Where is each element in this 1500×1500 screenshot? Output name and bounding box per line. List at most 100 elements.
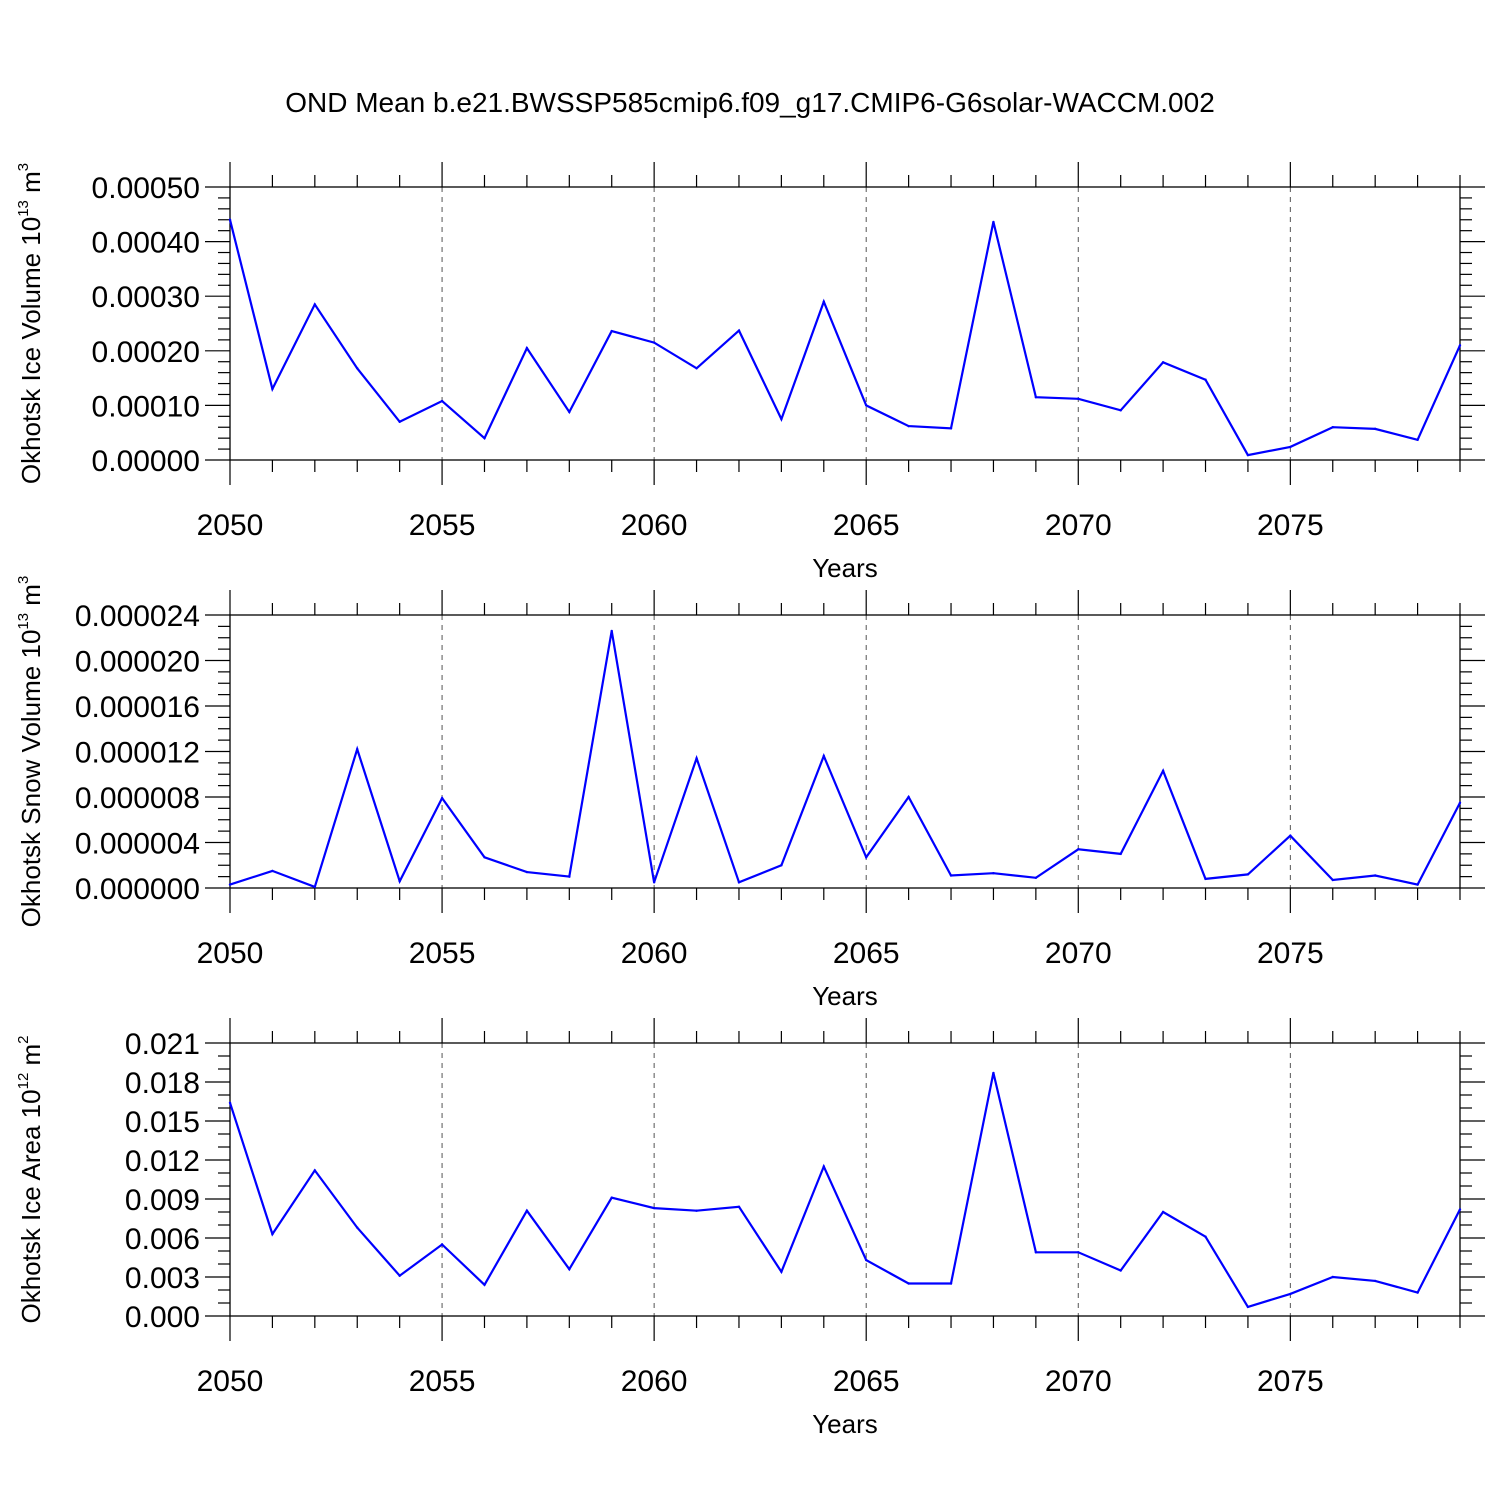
y-tick-label: 0.009 bbox=[125, 1184, 200, 1217]
y-tick-label: 0.018 bbox=[125, 1067, 200, 1100]
y-axis-label-unit-exponent: 2 bbox=[15, 1035, 32, 1043]
data-point bbox=[483, 436, 486, 440]
data-point bbox=[1246, 453, 1250, 457]
data-point bbox=[313, 885, 317, 889]
data-point bbox=[356, 748, 359, 751]
data-point bbox=[1119, 409, 1122, 412]
plot-frame bbox=[229, 1042, 1461, 1317]
series-line bbox=[228, 219, 1462, 457]
x-tick-label: 2070 bbox=[1045, 1365, 1112, 1398]
data-point bbox=[1373, 874, 1377, 877]
data-point bbox=[1416, 1291, 1419, 1294]
data-point bbox=[1246, 1305, 1250, 1309]
data-point bbox=[949, 427, 953, 430]
y-tick-label: 0.00050 bbox=[92, 172, 200, 205]
x-tick-label: 2065 bbox=[833, 1365, 900, 1398]
y-axis-label-text: Okhotsk Ice Volume 10 bbox=[16, 217, 46, 484]
data-point bbox=[737, 329, 741, 332]
data-point bbox=[525, 870, 529, 874]
data-point bbox=[356, 1226, 359, 1229]
y-axis-label-unit-exponent: 3 bbox=[15, 163, 32, 171]
y-tick-label: 0.012 bbox=[125, 1145, 200, 1178]
y-tick-label: 0.00030 bbox=[92, 281, 200, 314]
data-point bbox=[737, 881, 741, 884]
y-tick-label: 0.000008 bbox=[75, 782, 200, 815]
data-point bbox=[398, 1274, 401, 1277]
y-axis-label: Okhotsk Snow Volume 1013 m3 bbox=[15, 576, 46, 928]
data-point bbox=[992, 1071, 995, 1075]
chart-title: OND Mean b.e21.BWSSP585cmip6.f09_g17.CMI… bbox=[285, 87, 1215, 118]
data-point bbox=[356, 367, 359, 370]
data-point bbox=[610, 329, 613, 333]
data-point bbox=[1204, 877, 1207, 881]
y-tick-label: 0.000016 bbox=[75, 691, 200, 724]
chart-panel-1: 2050 2055 2060 2065 2070 2075 0.00000 0.00010 0.… bbox=[15, 162, 1485, 583]
data-point bbox=[271, 869, 274, 873]
data-point bbox=[398, 420, 401, 423]
data-point bbox=[695, 1209, 698, 1212]
data-point bbox=[780, 864, 783, 867]
data-point bbox=[865, 856, 868, 859]
data-point bbox=[1416, 438, 1419, 441]
x-tick-label: 2065 bbox=[833, 509, 900, 542]
data-point bbox=[865, 1258, 868, 1262]
y-tick-label: 0.021 bbox=[125, 1028, 200, 1061]
y-tick-label: 0.000020 bbox=[75, 646, 200, 679]
data-point bbox=[568, 410, 571, 414]
data-point bbox=[1119, 852, 1122, 856]
data-point bbox=[525, 1209, 529, 1212]
y-axis-label-exponent: 12 bbox=[15, 1073, 32, 1090]
x-tick-label: 2075 bbox=[1257, 937, 1324, 970]
data-point bbox=[780, 417, 783, 421]
data-point bbox=[1161, 1210, 1165, 1214]
y-tick-label: 0.000000 bbox=[75, 873, 200, 906]
data-point bbox=[1458, 801, 1462, 804]
y-tick-label: 0.000 bbox=[125, 1301, 200, 1334]
data-point bbox=[780, 1270, 783, 1274]
chart-panel-2: 2050 2055 2060 2065 2070 2075 0.000000 0.000004… bbox=[15, 576, 1485, 1011]
data-point bbox=[1289, 1292, 1292, 1296]
data-point bbox=[822, 1165, 825, 1168]
x-tick-label: 2055 bbox=[409, 937, 476, 970]
x-tick-label: 2050 bbox=[197, 1365, 264, 1398]
data-point bbox=[440, 399, 444, 403]
y-tick-label: 0.00020 bbox=[92, 336, 200, 369]
data-point bbox=[992, 220, 995, 224]
x-axis-label: Years bbox=[812, 1409, 878, 1439]
data-point bbox=[652, 341, 656, 344]
data-point bbox=[271, 1232, 274, 1236]
data-point bbox=[271, 387, 274, 391]
data-point bbox=[1416, 883, 1419, 886]
data-point bbox=[1331, 426, 1334, 429]
data-point bbox=[398, 879, 401, 883]
y-tick-label: 0.015 bbox=[125, 1106, 200, 1139]
x-tick-label: 2050 bbox=[197, 509, 264, 542]
data-point bbox=[1331, 1275, 1334, 1279]
data-point bbox=[1077, 397, 1080, 401]
x-tick-label: 2060 bbox=[621, 937, 688, 970]
data-point bbox=[1458, 344, 1462, 347]
x-tick-label: 2050 bbox=[197, 937, 264, 970]
y-tick-label: 0.00010 bbox=[92, 390, 200, 423]
y-axis-label-unit: m bbox=[16, 171, 46, 200]
data-point bbox=[652, 1206, 656, 1210]
data-point bbox=[1034, 396, 1038, 399]
data-point bbox=[822, 300, 825, 303]
data-point bbox=[1077, 1251, 1080, 1254]
x-tick-label: 2055 bbox=[409, 1365, 476, 1398]
y-axis-label-unit: m bbox=[16, 1044, 46, 1073]
y-axis-label-exponent: 13 bbox=[15, 613, 32, 630]
data-point bbox=[652, 881, 656, 884]
series-line bbox=[228, 1072, 1461, 1309]
data-point bbox=[907, 424, 910, 428]
data-point bbox=[1034, 876, 1038, 879]
data-point bbox=[483, 1283, 486, 1287]
plot-frame bbox=[229, 186, 1461, 461]
data-point bbox=[1331, 878, 1334, 882]
data-point bbox=[313, 303, 317, 306]
y-tick-label: 0.006 bbox=[125, 1223, 200, 1256]
y-axis-label-text: Okhotsk Ice Area 10 bbox=[16, 1089, 46, 1323]
x-tick-label: 2070 bbox=[1045, 937, 1112, 970]
data-point bbox=[695, 367, 698, 370]
x-axis-label: Years bbox=[812, 553, 878, 583]
